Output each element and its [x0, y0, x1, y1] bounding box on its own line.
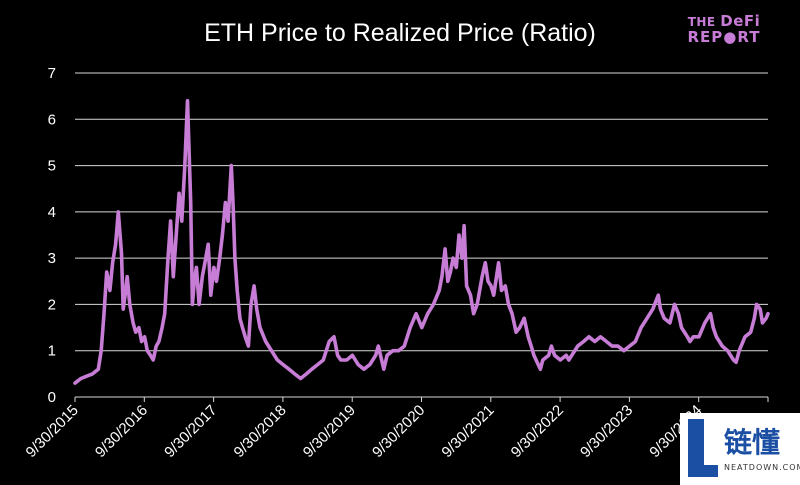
- x-tick-label: 9/30/2015: [23, 402, 82, 461]
- x-tick-label: 9/30/2020: [369, 402, 428, 461]
- watermark: 链懂 NEATDOWN.COM: [680, 413, 800, 485]
- x-tick-label: 9/30/2022: [508, 402, 567, 461]
- chart-title: ETH Price to Realized Price (Ratio): [204, 19, 596, 47]
- x-tick-label: 9/30/2019: [300, 402, 359, 461]
- defi-report-logo: THE DeFi REP●RT: [687, 12, 761, 46]
- x-tick-label: 9/30/2023: [577, 402, 636, 461]
- watermark-cn: 链懂: [724, 426, 781, 459]
- y-tick-label: 4: [48, 204, 56, 221]
- x-tick-label: 9/30/2021: [438, 402, 497, 461]
- watermark-en: NEATDOWN.COM: [724, 463, 800, 472]
- x-axis: [74, 396, 769, 402]
- y-tick-label: 7: [48, 65, 56, 82]
- x-tick-labels: 9/30/2015 9/30/2016 9/30/2017 9/30/2018 9/30…: [23, 402, 706, 461]
- watermark-logo-icon: [688, 419, 718, 477]
- y-tick-label: 2: [48, 296, 56, 313]
- x-tick-label: 9/30/2018: [231, 402, 290, 461]
- y-tick-label: 6: [48, 111, 56, 128]
- y-axis: 0 1 2 3 4 5 6 7: [48, 65, 56, 406]
- series-line: [73, 99, 770, 385]
- y-tick-label: 5: [48, 158, 56, 175]
- x-tick-label: 9/30/2017: [161, 402, 220, 461]
- y-tick-label: 3: [48, 250, 56, 267]
- y-tick-label: 0: [48, 389, 56, 406]
- x-tick-label: 9/30/2016: [92, 402, 151, 461]
- y-tick-label: 1: [48, 343, 56, 360]
